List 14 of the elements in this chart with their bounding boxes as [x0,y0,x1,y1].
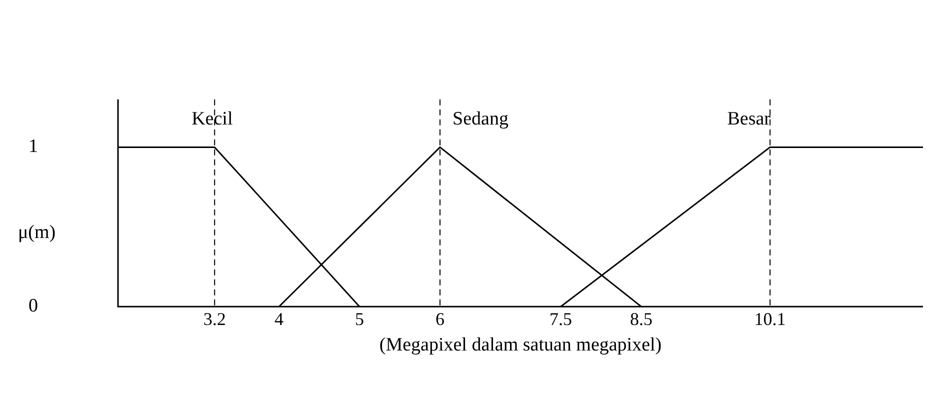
x-axis-title: (Megapixel dalam satuan megapixel) [379,334,662,356]
y-tick-label: 1 [28,136,38,158]
series-label: Sedang [452,108,509,130]
x-tick-label: 7.5 [550,309,572,330]
x-tick-label: 8.5 [630,309,652,330]
series-label: Besar [727,108,772,130]
x-tick-label: 3.2 [203,309,226,330]
x-tick-label: 10.1 [754,309,786,330]
x-tick-label: 4 [274,309,284,330]
series-label: Kecil [192,108,233,130]
y-axis-title: μ(m) [18,222,56,243]
x-tick-label: 6 [436,309,444,330]
x-tick-label: 5 [355,309,364,330]
y-tick-label: 0 [28,296,38,317]
